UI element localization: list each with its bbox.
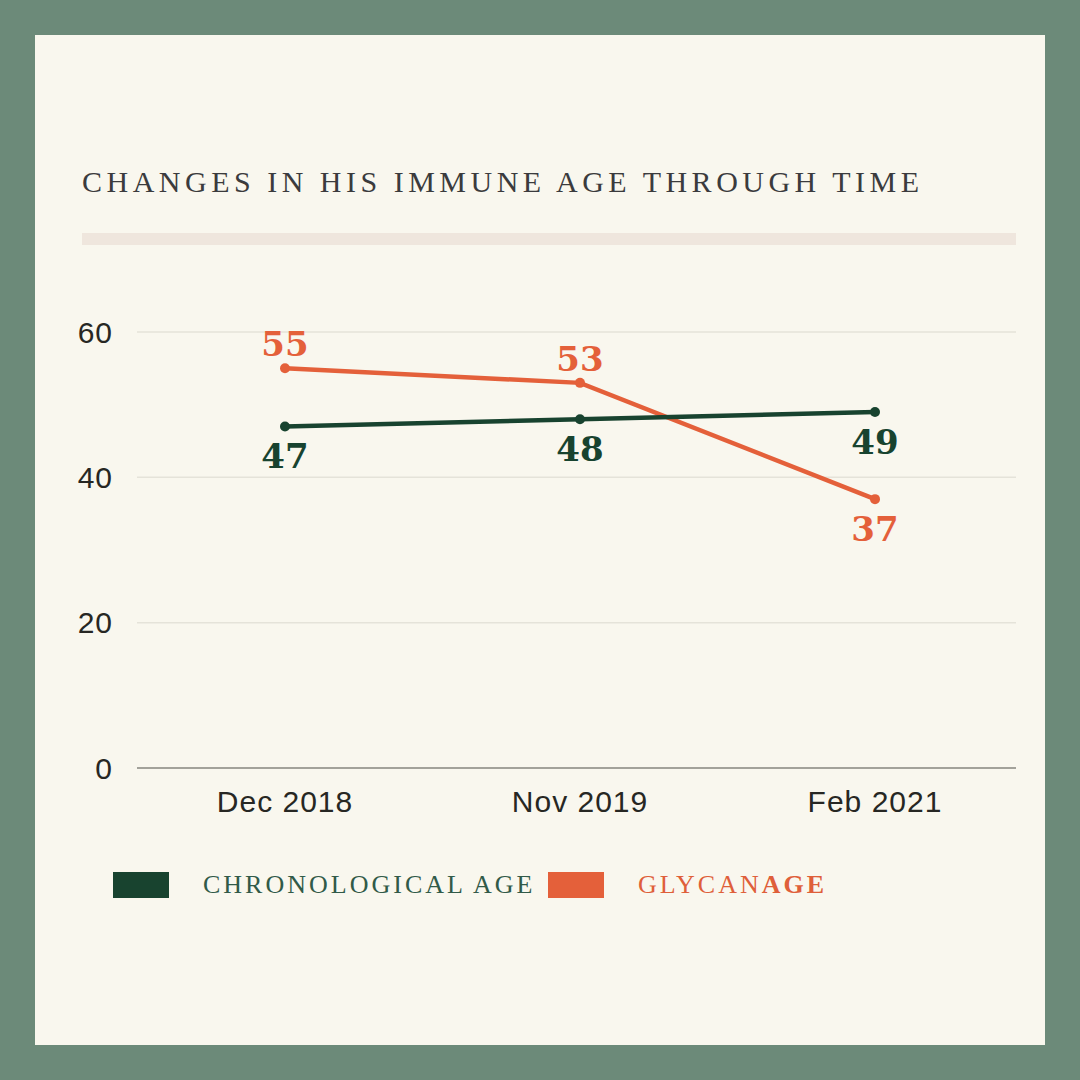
data-label-glycanage-1: 53 (556, 339, 603, 379)
legend-label-chronological-age: CHRONOLOGICAL AGE (203, 870, 535, 900)
legend-label-age-part: AGE (762, 870, 827, 899)
x-axis-tick-nov-2019: Nov 2019 (512, 785, 648, 818)
data-label-glycanage-2: 37 (851, 509, 898, 549)
data-point-chronological-age-1 (575, 414, 585, 424)
data-point-chronological-age-0 (280, 421, 290, 431)
legend-swatch-chronological-age (113, 872, 169, 898)
y-axis-tick-0: 0 (95, 752, 113, 785)
chart-title: CHANGES IN HIS IMMUNE AGE THROUGH TIME (82, 165, 924, 199)
data-label-glycanage-0: 55 (261, 324, 308, 364)
data-point-glycanage-0 (280, 363, 290, 373)
legend-label-glycan-part: GLYCAN (638, 870, 762, 899)
data-label-chronological-age-0: 47 (261, 436, 308, 476)
data-point-chronological-age-2 (870, 407, 880, 417)
y-axis-tick-60: 60 (78, 316, 113, 349)
poster-background: { "page": { "title": "CHANGES IN HIS IMM… (0, 0, 1080, 1080)
line-chart: 0 20 40 60 Dec 2018 Nov 2019 Feb 2021 55 53 37 47 4… (35, 300, 1045, 830)
y-axis-tick-40: 40 (78, 461, 113, 494)
legend-label-glycanage: GLYCANAGE (638, 870, 827, 900)
y-axis-tick-20: 20 (78, 606, 113, 639)
legend-item-chronological-age: CHRONOLOGICAL AGE (113, 870, 535, 900)
data-point-glycanage-2 (870, 494, 880, 504)
card: CHANGES IN HIS IMMUNE AGE THROUGH TIME 0… (35, 35, 1045, 1045)
legend-item-glycanage: GLYCANAGE (548, 870, 827, 900)
legend-swatch-glycanage (548, 872, 604, 898)
title-divider-bar (82, 233, 1016, 245)
x-axis-tick-dec-2018: Dec 2018 (217, 785, 353, 818)
data-label-chronological-age-1: 48 (556, 429, 603, 469)
x-axis-tick-feb-2021: Feb 2021 (808, 785, 943, 818)
legend: CHRONOLOGICAL AGE GLYCANAGE (35, 870, 1045, 910)
data-label-chronological-age-2: 49 (851, 422, 898, 462)
data-point-glycanage-1 (575, 378, 585, 388)
